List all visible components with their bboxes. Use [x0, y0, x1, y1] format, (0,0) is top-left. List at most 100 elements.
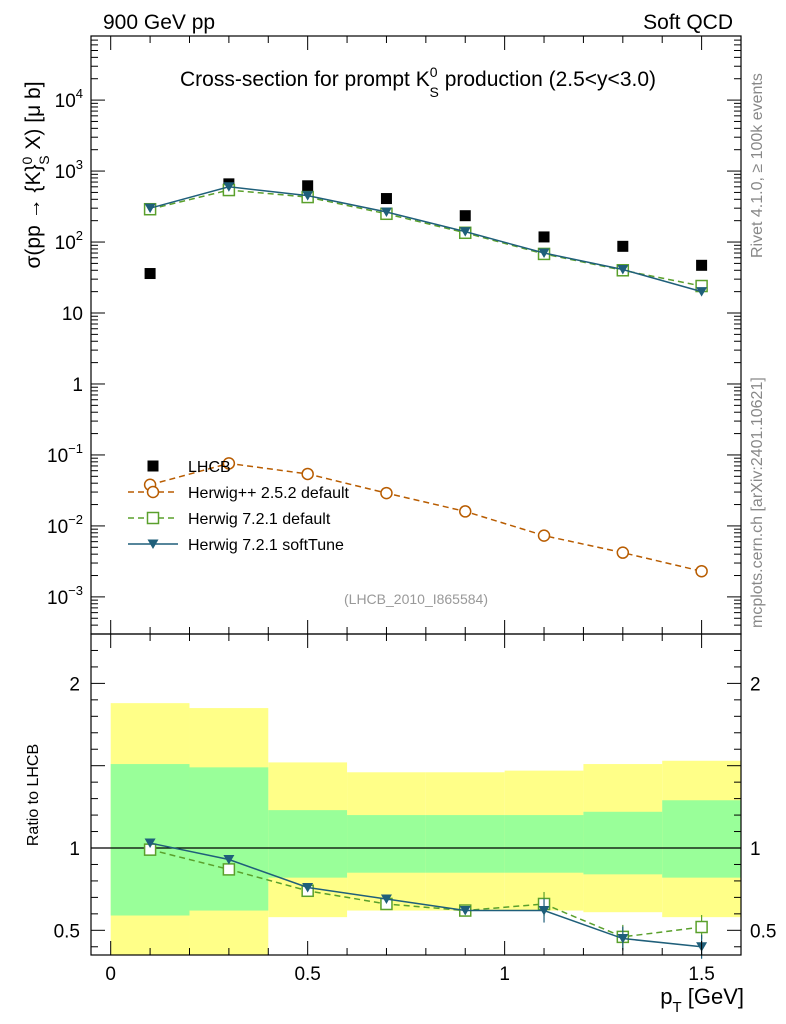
y-tick-label: 10: [62, 304, 83, 325]
x-tick-label: 1.5: [688, 964, 714, 985]
ratio-line: [149, 848, 702, 938]
x-tick-label: 0: [105, 964, 116, 985]
legend-label: Herwig 7.2.1 default: [188, 511, 331, 528]
series-line: [149, 186, 702, 293]
uncertainty-band-green: [504, 815, 584, 873]
ratio-point: [459, 906, 471, 916]
data-point: [301, 467, 314, 481]
uncertainty-band-green: [662, 800, 741, 878]
ratio-point: [695, 920, 708, 934]
legend: LHCB Herwig++ 2.5.2 default Herwig 7.2.1 d…: [128, 459, 350, 554]
series-herwig-7-2-1-default: [143, 183, 708, 293]
uncertainty-band-green: [583, 811, 663, 875]
legend-marker: [147, 460, 159, 472]
title-suffix: production (2.5<y<3.0): [439, 68, 656, 91]
series-herwig-7-2-1-softtune: [144, 182, 708, 297]
header-category-label: Soft QCD: [643, 11, 733, 34]
data-point: [696, 287, 708, 297]
series-line: [149, 189, 702, 287]
ratio-line: [149, 842, 702, 948]
y-tick-label-base: 10: [55, 162, 76, 183]
data-point: [459, 227, 471, 237]
ratio-axis-ticks: 2 2 1 1 0.5 0.5 0 0.5 1 1.5: [54, 633, 776, 985]
data-point: [458, 505, 472, 518]
x-tick-label: 1: [499, 964, 510, 985]
ratio-y-axis-label: Ratio to LHCB: [25, 744, 42, 846]
data-point: [222, 457, 236, 470]
legend-marker: [146, 485, 160, 499]
ratio-point: [222, 863, 236, 876]
data-point: [302, 180, 314, 192]
y-tick-label-base: 10: [47, 588, 68, 609]
y-tick-label-exponent: 3: [76, 157, 83, 172]
y-tick-label: 10−3: [47, 583, 83, 609]
xlabel-suffix: [GeV]: [682, 984, 744, 1009]
ylabel-prefix: σ(pp → {K}: [22, 165, 45, 269]
legend-marker: [146, 511, 160, 525]
y-tick-label-base: 10: [55, 91, 76, 112]
data-point: [144, 203, 156, 214]
data-point: [617, 240, 629, 252]
ratio-y-tick-label-left: 0.5: [54, 921, 80, 942]
ratio-point: [223, 855, 235, 865]
title-superscript: 0: [430, 64, 438, 80]
ratio-y-tick-label-right: 1: [750, 839, 761, 860]
y-tick-label: 102: [55, 228, 83, 254]
y-tick-label: 104: [55, 86, 83, 112]
legend-entry: LHCB: [147, 459, 231, 476]
uncertainty-band-green: [425, 815, 505, 873]
uncertainty-bands: [91, 703, 741, 955]
ratio-y-tick-label-left: 1: [69, 839, 80, 860]
y-tick-label-exponent: −2: [68, 512, 83, 527]
data-point: [696, 259, 708, 271]
ratio-point: [302, 883, 314, 893]
legend-entry: Herwig 7.2.1 softTune: [128, 537, 344, 554]
ratio-y-tick-label-right: 0.5: [750, 921, 776, 942]
ratio-series-layer: [143, 838, 708, 959]
ratio-y-tick-label-left: 2: [69, 674, 80, 695]
data-point: [144, 268, 156, 280]
ratio-series-herwig-7-2-1-softtune: [144, 838, 708, 959]
ratio-point: [144, 838, 156, 849]
y-tick-label: 10−2: [47, 512, 83, 538]
ratio-y-tick-label-right: 2: [750, 674, 761, 695]
chart-title: Cross-section for prompt K0 S production …: [180, 64, 656, 100]
title-subscript: S: [430, 84, 439, 100]
data-point: [380, 193, 392, 205]
y-axis-label: σ(pp → {K}0S X) [μ b]: [19, 81, 52, 268]
data-point: [538, 248, 550, 259]
y-tick-label-base: 10: [55, 233, 76, 254]
data-point: [380, 486, 393, 500]
ratio-plot-frame: [90, 633, 742, 956]
data-point: [695, 564, 708, 578]
uncertainty-band-green: [347, 815, 426, 873]
ylabel-suffix: X) [μ b]: [22, 81, 45, 155]
x-axis-label: pT [GeV]: [660, 984, 744, 1016]
y-tick-label-base: 10: [47, 517, 68, 538]
y-tick-label-exponent: 4: [76, 86, 83, 101]
data-point: [538, 231, 550, 243]
y-tick-label-base: 10: [62, 304, 83, 325]
analysis-id-annotation: (LHCB_2010_I865584): [344, 591, 488, 607]
ylabel-superscript: 0: [19, 157, 35, 165]
ratio-point: [617, 934, 629, 944]
y-tick-label-exponent: 2: [76, 228, 83, 243]
xlabel-prefix: p: [660, 984, 672, 1009]
series-line: [149, 462, 702, 572]
mcplots-label: mcplots.cern.ch [arXiv:2401.10621]: [749, 377, 766, 628]
data-point: [537, 529, 551, 542]
xlabel-subscript: T: [672, 999, 681, 1016]
rivet-version-label: Rivet 4.1.0, ≥ 100k events: [749, 73, 766, 258]
legend-label: Herwig 7.2.1 softTune: [188, 537, 344, 554]
legend-entry: Herwig++ 2.5.2 default: [128, 485, 350, 502]
ylabel-subscript: S: [36, 155, 52, 164]
data-point: [302, 191, 314, 201]
data-point: [616, 546, 630, 559]
y-tick-label-base: 10: [47, 446, 68, 467]
legend-marker: [147, 539, 159, 549]
y-tick-label: 10−1: [47, 441, 83, 467]
ratio-point: [380, 894, 392, 905]
